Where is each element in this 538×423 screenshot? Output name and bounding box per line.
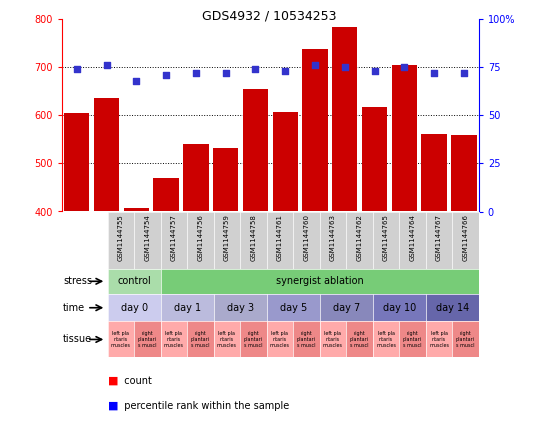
Bar	[124, 208, 149, 212]
Bar	[451, 135, 477, 212]
Text: GSM1144758: GSM1144758	[250, 214, 257, 261]
Text: day 14: day 14	[436, 303, 469, 313]
Text: GDS4932 / 10534253: GDS4932 / 10534253	[202, 9, 336, 22]
Text: right
plantari
s muscl: right plantari s muscl	[297, 331, 316, 348]
Text: day 10: day 10	[383, 303, 416, 313]
Text: left pla
ntaris
muscles: left pla ntaris muscles	[323, 331, 343, 348]
Point	[341, 64, 349, 71]
Point	[162, 71, 171, 78]
Text: GSM1144760: GSM1144760	[303, 214, 309, 261]
Text: day 5: day 5	[280, 303, 307, 313]
Text: day 7: day 7	[332, 303, 360, 313]
Text: stress: stress	[63, 276, 92, 286]
Bar	[153, 178, 179, 212]
Text: GSM1144766: GSM1144766	[463, 214, 469, 261]
Text: GSM1144756: GSM1144756	[197, 214, 203, 261]
Text: right
plantari
s muscl: right plantari s muscl	[138, 331, 157, 348]
Text: left pla
ntaris
muscles: left pla ntaris muscles	[164, 331, 184, 348]
Text: GSM1144767: GSM1144767	[436, 214, 442, 261]
Text: day 0: day 0	[121, 303, 147, 313]
Text: GSM1144761: GSM1144761	[277, 214, 283, 261]
Bar	[243, 89, 268, 212]
Point	[132, 77, 140, 84]
Text: GSM1144764: GSM1144764	[409, 214, 415, 261]
Text: percentile rank within the sample: percentile rank within the sample	[118, 401, 289, 411]
Text: day 1: day 1	[174, 303, 201, 313]
Text: ■: ■	[108, 376, 118, 386]
Bar	[94, 99, 119, 212]
Point	[221, 69, 230, 76]
Text: time: time	[63, 303, 85, 313]
Bar	[273, 112, 298, 212]
Bar	[64, 113, 89, 212]
Text: GSM1144763: GSM1144763	[330, 214, 336, 261]
Point	[192, 69, 200, 76]
Text: right
plantari
s muscl: right plantari s muscl	[244, 331, 263, 348]
Text: right
plantari
s muscl: right plantari s muscl	[456, 331, 475, 348]
Text: tissue: tissue	[63, 335, 92, 344]
Bar	[183, 144, 209, 212]
Text: GSM1144765: GSM1144765	[383, 214, 389, 261]
Text: left pla
ntaris
muscles: left pla ntaris muscles	[429, 331, 449, 348]
Bar	[213, 148, 238, 212]
Text: left pla
ntaris
muscles: left pla ntaris muscles	[111, 331, 131, 348]
Text: ■: ■	[108, 401, 118, 411]
Point	[251, 66, 260, 72]
Text: GSM1144757: GSM1144757	[171, 214, 177, 261]
Text: left pla
ntaris
muscles: left pla ntaris muscles	[376, 331, 396, 348]
Text: synergist ablation: synergist ablation	[276, 276, 364, 286]
Point	[102, 62, 111, 69]
Point	[73, 66, 81, 72]
Text: GSM1144762: GSM1144762	[357, 214, 363, 261]
Text: GSM1144755: GSM1144755	[118, 214, 124, 261]
Point	[430, 69, 438, 76]
Text: control: control	[117, 276, 151, 286]
Text: left pla
ntaris
muscles: left pla ntaris muscles	[270, 331, 290, 348]
Point	[459, 69, 468, 76]
Text: GSM1144754: GSM1144754	[144, 214, 151, 261]
Bar	[332, 27, 357, 212]
Text: left pla
ntaris
muscles: left pla ntaris muscles	[217, 331, 237, 348]
Text: count: count	[118, 376, 152, 386]
Text: day 3: day 3	[226, 303, 254, 313]
Point	[370, 68, 379, 74]
Text: right
plantari
s muscl: right plantari s muscl	[191, 331, 210, 348]
Bar	[392, 65, 417, 211]
Bar	[302, 49, 328, 212]
Text: right
plantari
s muscl: right plantari s muscl	[350, 331, 369, 348]
Bar	[362, 107, 387, 212]
Text: right
plantari
s muscl: right plantari s muscl	[403, 331, 422, 348]
Text: GSM1144759: GSM1144759	[224, 214, 230, 261]
Point	[400, 64, 409, 71]
Point	[311, 62, 320, 69]
Point	[281, 68, 289, 74]
Bar	[421, 134, 447, 212]
